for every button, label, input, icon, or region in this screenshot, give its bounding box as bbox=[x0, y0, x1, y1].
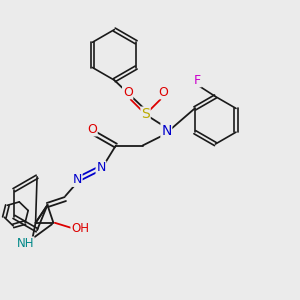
Text: N: N bbox=[161, 124, 172, 138]
Text: S: S bbox=[141, 107, 150, 121]
Text: N: N bbox=[73, 173, 82, 186]
Text: N: N bbox=[96, 161, 106, 174]
Text: O: O bbox=[87, 123, 97, 136]
Text: O: O bbox=[123, 85, 133, 98]
Text: F: F bbox=[194, 74, 201, 87]
Text: O: O bbox=[158, 85, 168, 98]
Text: NH: NH bbox=[16, 237, 34, 250]
Text: OH: OH bbox=[71, 222, 89, 235]
